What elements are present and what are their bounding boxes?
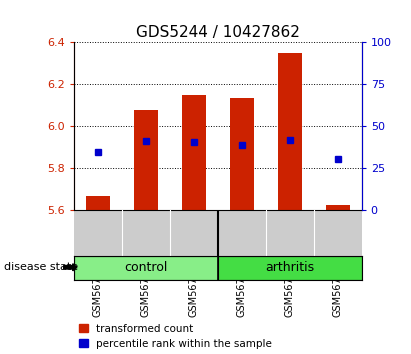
Bar xyxy=(278,53,302,210)
Bar xyxy=(326,205,350,210)
Bar xyxy=(182,95,206,210)
Text: arthritis: arthritis xyxy=(265,262,314,274)
Bar xyxy=(218,256,362,280)
Legend: transformed count, percentile rank within the sample: transformed count, percentile rank withi… xyxy=(79,324,272,349)
Bar xyxy=(134,110,158,210)
Bar xyxy=(86,196,110,210)
Title: GDS5244 / 10427862: GDS5244 / 10427862 xyxy=(136,25,300,40)
Text: disease state: disease state xyxy=(4,262,78,272)
Bar xyxy=(74,256,218,280)
Bar xyxy=(230,98,254,210)
Text: control: control xyxy=(124,262,168,274)
